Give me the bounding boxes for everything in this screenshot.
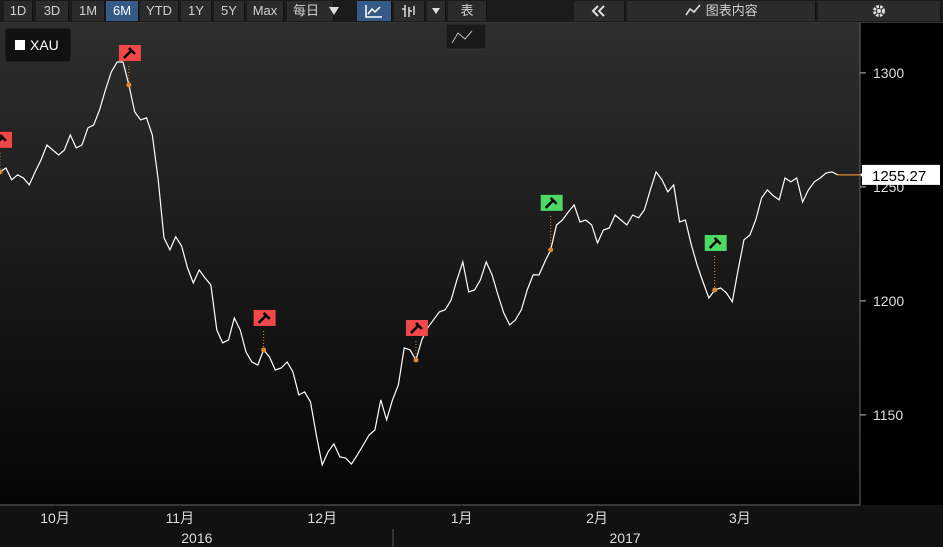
line-chart-button[interactable] <box>357 1 392 21</box>
y-tick-label: 1300 <box>873 65 904 81</box>
range-button[interactable]: 6M <box>106 1 139 21</box>
ohlc-icon <box>402 5 415 17</box>
signal-flag <box>0 131 12 148</box>
x-axis-background <box>0 505 943 547</box>
range-button[interactable]: Max <box>247 1 284 21</box>
bar-chart-button[interactable] <box>394 1 425 21</box>
gear-icon <box>873 5 885 17</box>
table-button[interactable]: 表 <box>448 1 487 21</box>
flag-icon <box>122 47 136 59</box>
x-tick-label: 1月 <box>451 510 473 526</box>
signal-flag <box>118 44 141 61</box>
range-button[interactable]: 1Y <box>181 1 212 21</box>
x-tick-label: 3月 <box>729 510 751 526</box>
flag-icon <box>544 196 558 209</box>
line-icon <box>365 5 382 18</box>
last-price-pointer <box>860 168 866 181</box>
chart-icon <box>685 4 701 16</box>
range-button[interactable]: YTD <box>140 1 179 21</box>
dropdown-arrow <box>329 7 339 15</box>
flag-icon <box>257 312 271 324</box>
signal-point <box>712 287 718 293</box>
collapse-button[interactable] <box>574 1 625 21</box>
legend-box <box>4 27 72 63</box>
x-tick-label: 12月 <box>307 510 337 526</box>
range-button[interactable]: 5Y <box>214 1 245 21</box>
range-button[interactable]: 1D <box>4 1 33 21</box>
x-tick-label: 11月 <box>166 510 195 526</box>
x-tick-label: 10月 <box>40 510 70 526</box>
chart-content-label: 图表内容 <box>705 3 758 18</box>
signal-point <box>548 247 554 253</box>
last-price-label: 1255.27 <box>872 168 926 185</box>
signal-flag <box>540 194 563 211</box>
mini-chart-button[interactable] <box>445 23 487 50</box>
plot-background <box>0 23 860 505</box>
mini-chart-icon <box>451 30 473 44</box>
signal-point <box>413 357 419 363</box>
price-line <box>0 61 838 467</box>
signal-point <box>0 169 3 175</box>
y-tick-label: 1150 <box>873 407 903 423</box>
settings-button[interactable] <box>818 1 941 21</box>
toolbar: 1D 3D 1M 6M YTD 1Y 5Y Max 每日 表 图表内容 <box>0 0 943 23</box>
signal-point <box>126 82 132 88</box>
y-tick-label: 1200 <box>873 293 904 309</box>
year-label: 2016 <box>181 530 212 546</box>
flag-icon <box>410 322 423 334</box>
x-tick-label: 2月 <box>586 510 608 526</box>
chevrons-icon <box>591 5 605 17</box>
last-price-box <box>862 164 940 185</box>
flag-icon <box>708 237 722 249</box>
chart-type-dropdown[interactable] <box>427 1 446 21</box>
dropdown-arrow <box>432 8 440 14</box>
legend-label: XAU <box>30 37 59 53</box>
year-label: 2017 <box>610 530 641 546</box>
frequency-dropdown[interactable]: 每日 <box>287 1 334 21</box>
y-axis-background <box>860 23 943 505</box>
legend-swatch <box>15 40 25 50</box>
chart-content-button[interactable]: 图表内容 <box>627 1 816 21</box>
range-button[interactable]: 1M <box>72 1 105 21</box>
signal-point <box>261 347 267 353</box>
signal-flag <box>405 319 428 336</box>
flag-icon <box>0 133 7 142</box>
signal-flag <box>253 309 276 326</box>
signal-flag <box>704 234 727 251</box>
range-button[interactable]: 3D <box>36 1 69 21</box>
